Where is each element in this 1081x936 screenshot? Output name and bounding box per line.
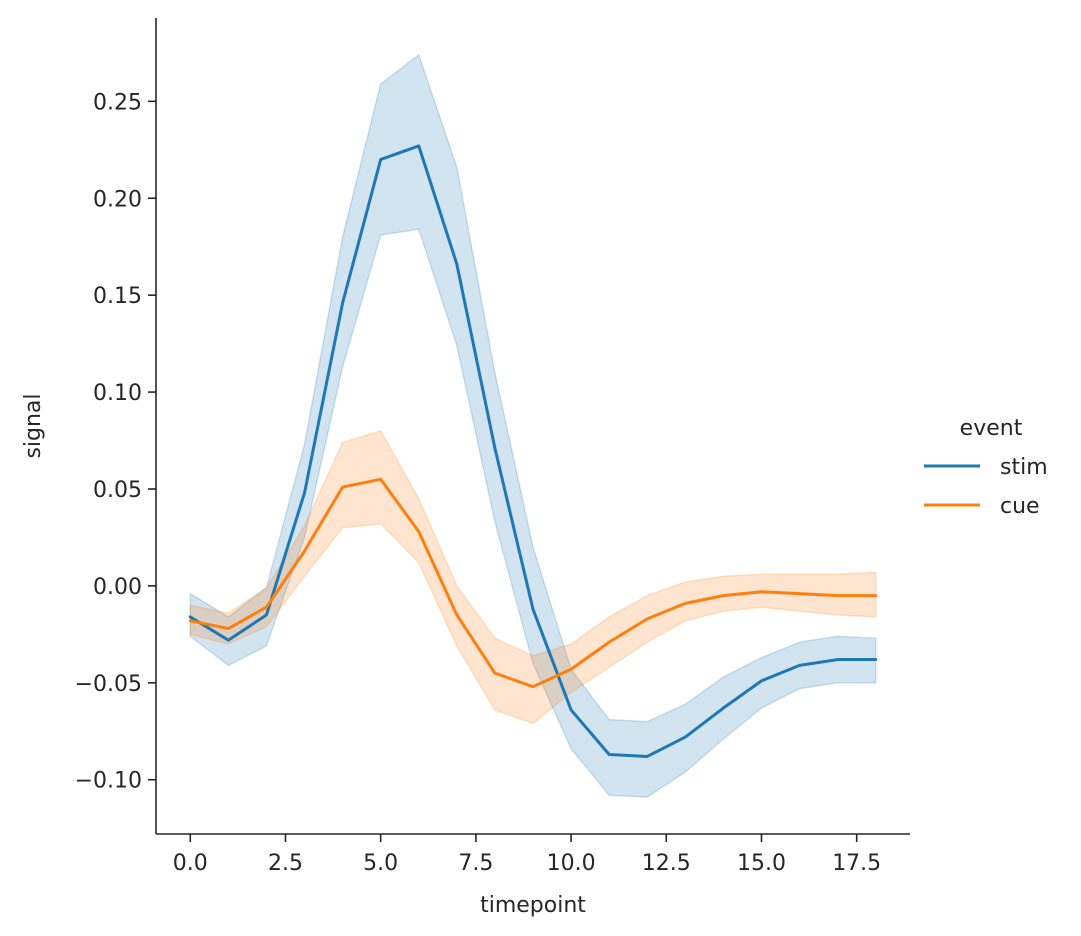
series-line-cue	[188, 477, 878, 689]
x-tick-label: 12.5	[642, 851, 691, 876]
y-tick-label: 0.25	[93, 90, 142, 115]
y-tick-label: 0.20	[93, 187, 142, 212]
y-tick-label: 0.10	[93, 381, 142, 406]
x-tick-label: 2.5	[268, 851, 303, 876]
x-ticks: 0.0 2.5 5.0 7.5 10.0 12.5 15.0 17.5	[173, 834, 881, 876]
y-tick-label: 0.00	[93, 575, 142, 600]
y-axis-label: signal	[21, 393, 46, 458]
y-ticks: −0.10 −0.05 0.00 0.05 0.10 0.15 0.20 0.25	[75, 90, 156, 794]
x-tick-label: 10.0	[547, 851, 596, 876]
series-line-stim	[188, 144, 878, 758]
y-tick-label: −0.10	[75, 769, 142, 794]
legend: event stim cue	[924, 416, 1048, 519]
legend-label-cue: cue	[1000, 494, 1040, 519]
legend-items: stim cue	[924, 455, 1048, 519]
x-tick-label: 0.0	[173, 851, 208, 876]
legend-title: event	[960, 416, 1023, 441]
y-tick-label: 0.15	[93, 284, 142, 309]
confidence-band-cue	[189, 429, 877, 725]
legend-label-stim: stim	[1000, 455, 1048, 480]
x-tick-label: 17.5	[832, 851, 881, 876]
y-tick-label: 0.05	[93, 478, 142, 503]
y-tick-label: −0.05	[75, 672, 142, 697]
x-tick-label: 7.5	[458, 851, 493, 876]
x-tick-label: 15.0	[737, 851, 786, 876]
confidence-bands	[189, 53, 877, 798]
series-lines	[188, 144, 878, 758]
x-tick-label: 5.0	[363, 851, 398, 876]
confidence-band-stim	[189, 53, 877, 798]
x-axis-label: timepoint	[480, 893, 586, 918]
